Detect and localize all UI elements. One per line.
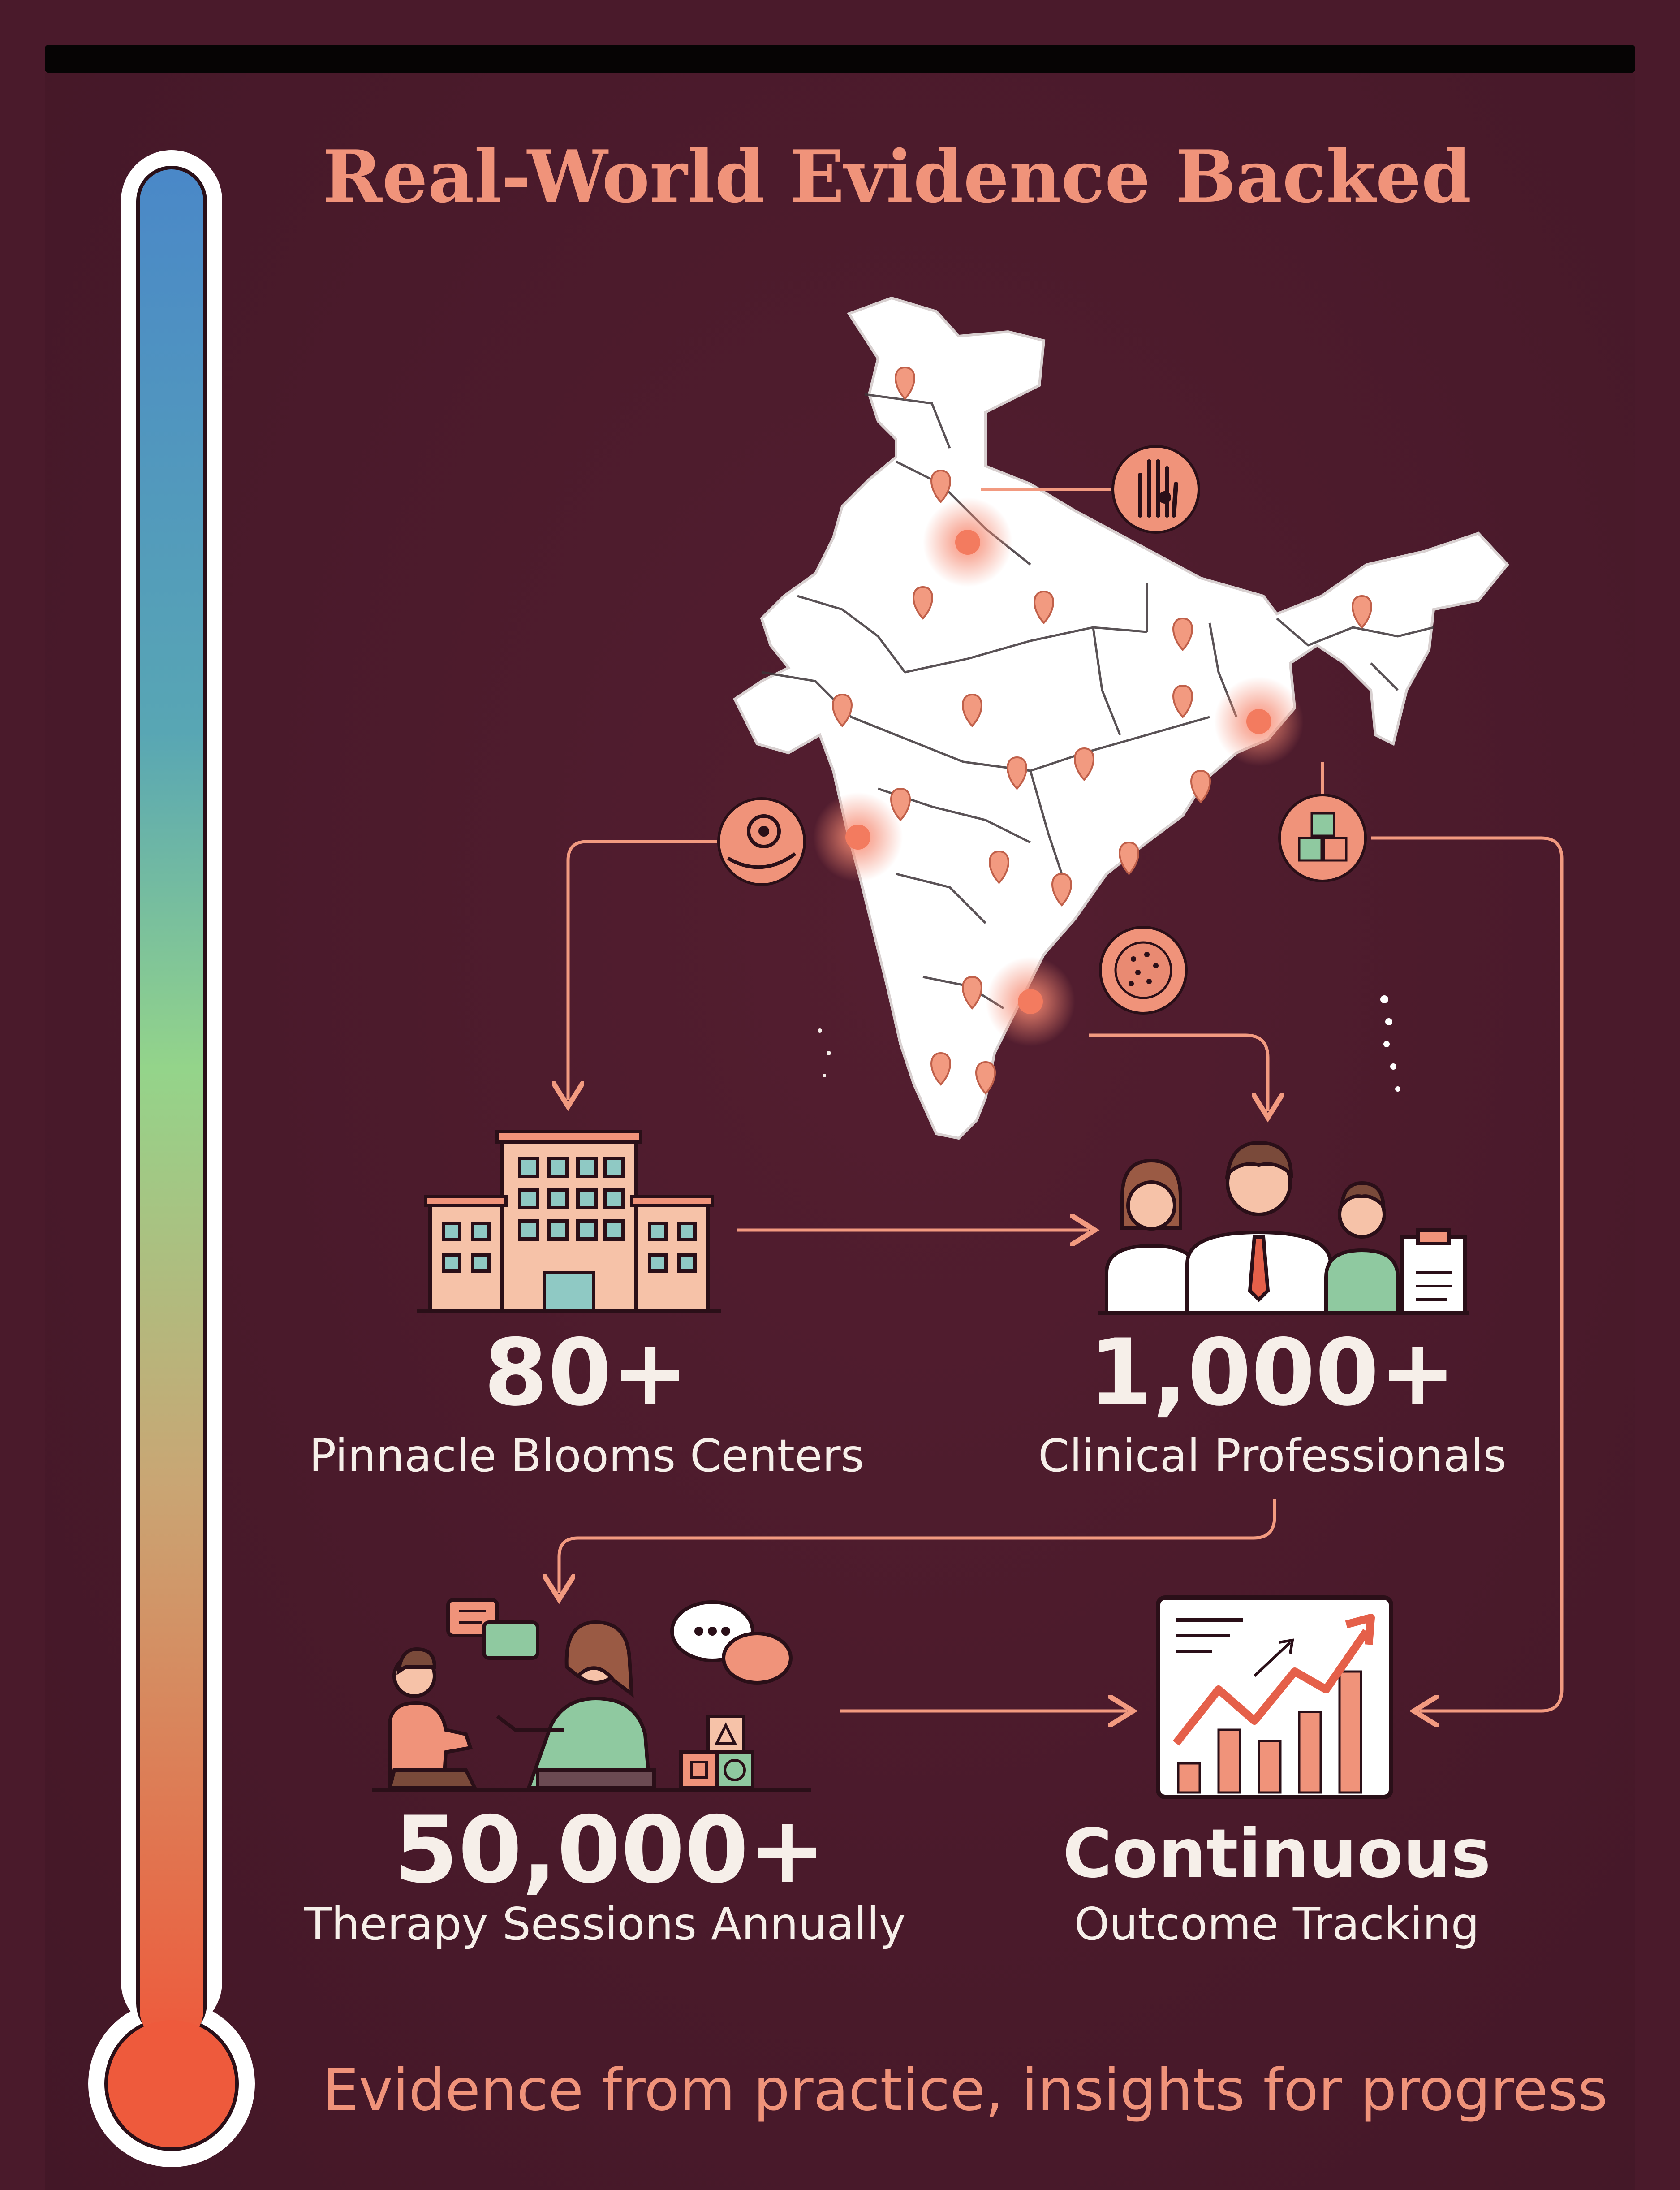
stat-value-professionals: 1,000+ <box>1088 1320 1456 1426</box>
stat-value-centers: 80+ <box>484 1320 689 1426</box>
clinicians-icon <box>1098 1140 1469 1315</box>
hotspot-markers <box>813 497 1304 1046</box>
texture-ball-icon <box>1099 926 1188 1015</box>
page-title: Real-World Evidence Backed <box>323 134 1472 219</box>
flow-connectors <box>559 488 1564 1711</box>
infographic-panel <box>45 73 1635 2190</box>
footer-tagline: Evidence from practice, insights for pro… <box>323 2057 1608 2124</box>
stat-label-sessions: Therapy Sessions Annually <box>304 1898 906 1950</box>
hand-icon <box>1111 445 1200 534</box>
stat-label-professionals: Clinical Professionals <box>1038 1430 1507 1482</box>
sensory-hand-icon <box>717 797 806 886</box>
hospital-building-icon <box>417 1130 721 1313</box>
stat-label-centers: Pinnacle Blooms Centers <box>309 1430 864 1482</box>
stat-label-tracking: Outcome Tracking <box>1074 1898 1480 1950</box>
top-bar <box>45 45 1635 73</box>
blocks-icon <box>1278 794 1367 882</box>
stat-value-tracking: Continuous <box>1063 1815 1491 1893</box>
thermometer-icon <box>88 150 255 2167</box>
outcome-chart-icon <box>1156 1595 1393 1799</box>
india-map <box>733 296 1509 1140</box>
therapy-session-icon <box>372 1598 811 1792</box>
stat-value-sessions: 50,000+ <box>394 1797 826 1904</box>
